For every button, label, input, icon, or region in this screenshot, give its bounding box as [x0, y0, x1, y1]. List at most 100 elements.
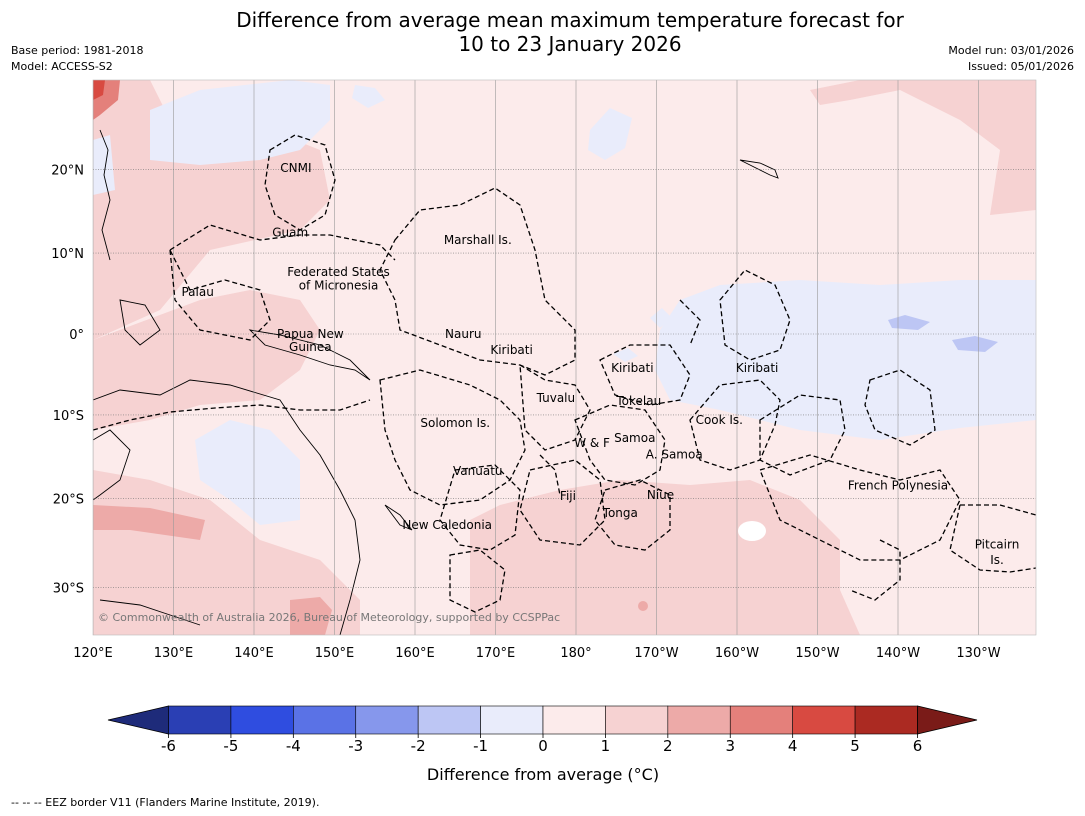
colorbar-tick-label: 5 [850, 737, 860, 755]
anomaly-region-neg1-0 [352, 85, 385, 108]
eez-borders [93, 134, 1036, 613]
place-label: Tokelau [615, 394, 661, 408]
place-label: Guam [272, 226, 308, 240]
place-label: Nauru [445, 327, 481, 341]
coastlines [93, 129, 779, 635]
model-run: Model run: 03/01/2026 [948, 44, 1074, 57]
meta-right: Model run: 03/01/2026 Issued: 05/01/2026 [948, 43, 1074, 75]
place-label: Is. [990, 553, 1004, 567]
place-label: Cook Is. [696, 413, 743, 427]
anomaly-region-2-3 [93, 505, 205, 540]
place-label: of Micronesia [299, 279, 379, 293]
anomaly-region-2-3 [638, 601, 648, 611]
lon-tick-label: 180° [560, 646, 591, 661]
title-line-2: 10 to 23 January 2026 [458, 32, 682, 56]
anomaly-region-neg2-neg1 [888, 315, 930, 330]
title-line-1: Difference from average mean maximum tem… [236, 8, 904, 32]
colorbar-tick-label: 2 [663, 737, 673, 755]
place-label: Marshall Is. [444, 233, 512, 247]
colorbar-extend-high [917, 705, 978, 735]
base-period: Base period: 1981-2018 [11, 44, 144, 57]
place-label: Tuvalu [536, 391, 576, 405]
colorbar-bin [542, 705, 606, 735]
anomaly-region-near-zero [738, 521, 766, 541]
lat-axis-labels: 20°N 10°N 0° 10°S 20°S 30°S [51, 164, 84, 597]
lat-tick-label: 10°N [51, 247, 84, 262]
colorbar-label: Difference from average (°C) [427, 765, 659, 784]
colorbar: -6 -5 -4 -3 -2 -1 0 1 2 3 4 5 6 [107, 705, 978, 755]
model-name: Model: ACCESS-S2 [11, 60, 113, 73]
colorbar-tick-label: 1 [601, 737, 611, 755]
colorbar-tick-label: 6 [913, 737, 923, 755]
place-label: Federated States [287, 265, 389, 279]
lon-tick-label: 130°E [154, 646, 194, 661]
colorbar-bin [168, 705, 232, 735]
lon-tick-label: 130°W [956, 646, 1000, 661]
place-label: Palau [181, 285, 213, 299]
colorbar-bin [480, 705, 544, 735]
anomaly-region-1-2 [470, 480, 860, 635]
place-label: Kiribati [611, 361, 653, 375]
lon-tick-label: 160°E [395, 646, 435, 661]
place-label: Solomon Is. [420, 416, 490, 430]
place-label: Papua New [277, 327, 344, 341]
place-label: French Polynesia [848, 479, 948, 493]
place-label: New Caledonia [402, 518, 492, 532]
place-label: Pitcairn [975, 538, 1020, 552]
anomaly-region-neg1-0 [195, 420, 300, 525]
anomaly-region-4-5 [93, 80, 105, 100]
anomaly-region-neg1-0 [655, 280, 1036, 440]
lon-tick-label: 160°W [715, 646, 759, 661]
colorbar-tick-label: -3 [348, 737, 363, 755]
place-label: Niue [647, 488, 674, 502]
copyright-text: © Commonwealth of Australia 2026, Bureau… [98, 611, 560, 624]
colorbar-bin [792, 705, 856, 735]
issued-date: Issued: 05/01/2026 [967, 60, 1074, 73]
lat-tick-label: 20°N [51, 164, 84, 179]
place-label: Fiji [560, 489, 576, 503]
anomaly-region-neg1-0 [650, 308, 672, 328]
lat-tick-label: 30°S [53, 581, 84, 596]
lon-axis-labels: 120°E 130°E 140°E 150°E 160°E 170°E 180° 170°W 1… [73, 646, 1000, 661]
anomaly-region-neg1-0 [150, 80, 330, 165]
lon-tick-label: 150°W [795, 646, 839, 661]
lon-tick-label: 120°E [73, 646, 113, 661]
colorbar-bin [667, 705, 731, 735]
footer-note: -- -- -- EEZ border V11 (Flanders Marine… [11, 796, 320, 809]
map-frame [92, 79, 1037, 636]
anomaly-region-neg1-0 [613, 348, 638, 362]
colorbar-tick-label: -6 [161, 737, 176, 755]
colorbar-bin [230, 705, 294, 735]
gridlines [93, 80, 1036, 635]
anomaly-region-2-3 [290, 597, 332, 635]
colorbar-bin [355, 705, 419, 735]
colorbar-bin [605, 705, 669, 735]
place-label: Kiribati [490, 343, 532, 357]
colorbar-bin [729, 705, 793, 735]
colorbar-extend-low [107, 705, 169, 735]
place-label: W & F [574, 436, 610, 450]
lon-tick-label: 140°W [876, 646, 920, 661]
colorbar-tick-label: -1 [473, 737, 488, 755]
colorbar-tick-label: -4 [286, 737, 301, 755]
colorbar-bin [417, 705, 481, 735]
colorbar-tick-label: 3 [725, 737, 735, 755]
anomaly-region-1-2 [810, 80, 1036, 215]
place-label: Kiribati [736, 361, 778, 375]
place-label: Tonga [602, 506, 638, 520]
colorbar-tick-label: -2 [411, 737, 426, 755]
colorbar-bin [293, 705, 357, 735]
anomaly-region-neg1-0 [93, 135, 115, 195]
lon-tick-label: 170°W [634, 646, 678, 661]
anomaly-region-neg1-0 [588, 108, 632, 160]
anomaly-region-neg2-neg1 [952, 336, 998, 352]
place-label: A. Samoa [646, 448, 703, 462]
chart-title: Difference from average mean maximum tem… [170, 8, 970, 56]
colorbar-bin [854, 705, 918, 735]
place-label: Guinea [289, 340, 332, 354]
meta-left: Base period: 1981-2018 Model: ACCESS-S2 [11, 43, 143, 75]
lat-tick-label: 0° [69, 328, 84, 343]
